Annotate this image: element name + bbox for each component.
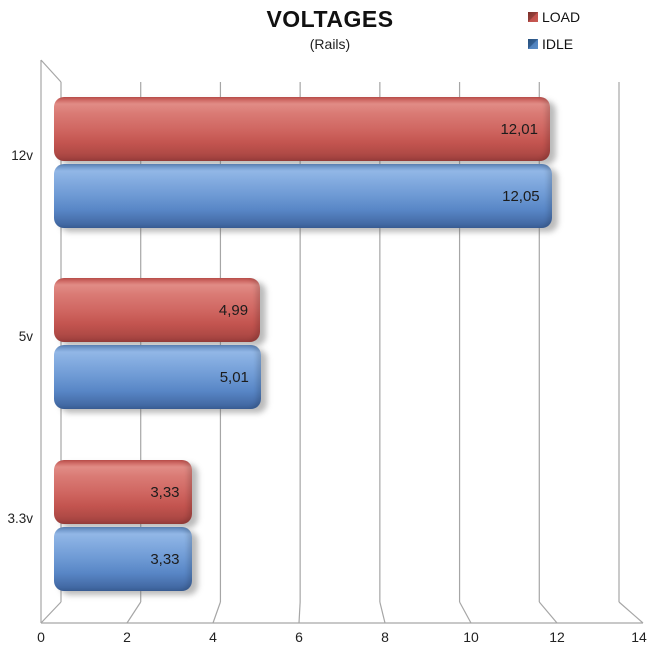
gridline-foot	[298, 601, 301, 624]
legend-marker-idle-icon	[528, 39, 538, 49]
gridline-foot	[538, 601, 558, 624]
legend-label-idle: IDLE	[542, 36, 574, 52]
legend-marker-load-icon	[528, 12, 538, 22]
wall-top-edge	[40, 59, 62, 83]
legend-item-load: LOAD	[528, 8, 580, 26]
gridline-foot	[379, 601, 386, 624]
gridline-foot	[459, 601, 472, 624]
chart-title: VOLTAGES	[266, 6, 394, 32]
gridline-foot	[618, 601, 644, 624]
legend: LOAD IDLE	[528, 8, 580, 62]
chart-subtitle: (Rails)	[309, 36, 351, 52]
legend-label-load: LOAD	[542, 9, 581, 25]
gridline-foot	[40, 601, 62, 624]
legend-item-idle: IDLE	[528, 35, 580, 53]
gridline-foot	[126, 601, 142, 624]
gridline-foot	[212, 601, 221, 624]
